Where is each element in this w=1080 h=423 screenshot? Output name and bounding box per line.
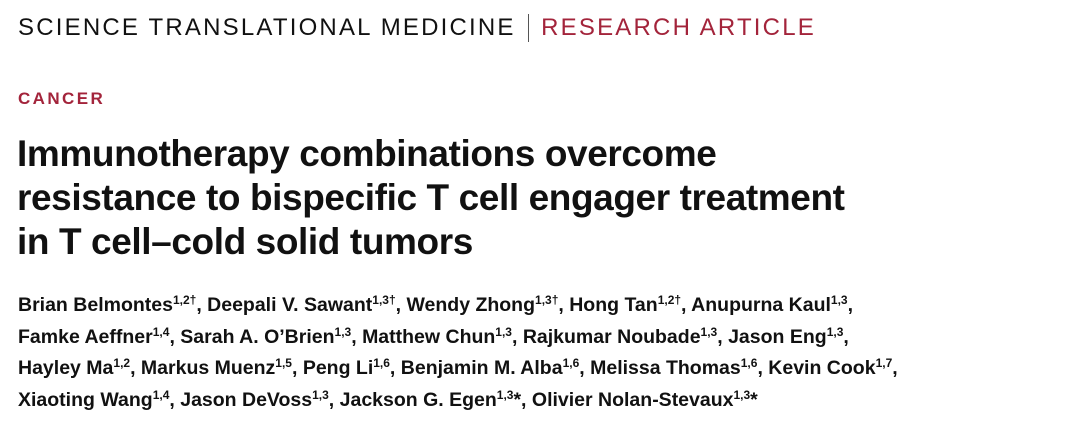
- affiliation: 1,3: [496, 387, 514, 402]
- author-name: Rajkumar Noubade: [522, 325, 701, 348]
- author-separator: ,: [558, 294, 564, 316]
- author: Wendy Zhong1,3†,: [406, 294, 569, 316]
- affiliation: 1,6: [740, 356, 758, 370]
- author: Markus Muenz1,5,: [141, 357, 303, 379]
- author-separator: ,: [196, 294, 202, 316]
- affiliation: 1,3: [495, 324, 512, 339]
- affiliation: 1,3: [312, 387, 329, 402]
- author-name: Markus Muenz: [140, 357, 276, 379]
- author-line: Xiaoting Wang1,4, Jason DeVoss1,3, Jacks…: [18, 385, 898, 417]
- author-separator: ,: [843, 325, 849, 348]
- author-name: Xiaoting Wang: [18, 388, 153, 411]
- author-separator: ,: [847, 294, 854, 316]
- author: Jason Eng1,3,: [728, 326, 849, 348]
- author: Rajkumar Noubade1,3,: [523, 326, 728, 348]
- affiliation: 1,2†: [172, 293, 197, 307]
- author: Jason DeVoss1,3,: [180, 389, 339, 411]
- author-separator: ,: [681, 294, 687, 316]
- author-name: Jason DeVoss: [180, 388, 313, 411]
- title-line: resistance to bispecific T cell engager …: [17, 177, 845, 218]
- article-type: RESEARCH ARTICLE: [541, 14, 816, 41]
- author: Melissa Thomas1,6,: [590, 357, 768, 379]
- author: Famke Aeffner1,4,: [18, 326, 180, 348]
- category: CANCER: [18, 89, 106, 108]
- affiliation: 1,4: [152, 324, 170, 339]
- author-name: Jason Eng: [728, 325, 827, 348]
- affiliation: 1,6: [562, 356, 580, 370]
- author: Matthew Chun1,3,: [362, 326, 523, 348]
- title-line: Immunotherapy combinations overcome: [17, 133, 717, 174]
- author-line: Hayley Ma1,2, Markus Muenz1,5, Peng Li1,…: [18, 353, 898, 385]
- author-separator: ,: [395, 294, 402, 316]
- author: Benjamin M. Alba1,6,: [401, 357, 590, 379]
- author: Hong Tan1,2†,: [569, 294, 691, 316]
- author-name: Hong Tan: [569, 294, 658, 316]
- affiliation: 1,3†: [535, 293, 559, 307]
- author-name: Peng Li: [302, 357, 374, 379]
- author: Olivier Nolan-Stevaux1,3*: [532, 389, 758, 411]
- author-name: Famke Aeffner: [18, 325, 153, 348]
- author-name: Brian Belmontes: [18, 294, 173, 316]
- author-separator: ,: [328, 388, 335, 411]
- affiliation: 1,3: [826, 324, 844, 339]
- affiliation: 1,7: [875, 356, 893, 370]
- author: Jackson G. Egen1,3*,: [340, 389, 532, 411]
- affiliation: 1,5: [275, 356, 292, 370]
- header-divider: [527, 14, 530, 42]
- author-name: Matthew Chun: [362, 325, 496, 348]
- author-line: Famke Aeffner1,4, Sarah A. O’Brien1,3, M…: [18, 322, 898, 354]
- author-name: Olivier Nolan-Stevaux: [531, 388, 734, 411]
- affiliation: 1,3: [334, 324, 352, 339]
- author: Hayley Ma1,2,: [18, 357, 141, 379]
- author: Peng Li1,6,: [303, 357, 401, 379]
- author: Kevin Cook1,7,: [768, 357, 897, 379]
- author-name: Kevin Cook: [768, 357, 876, 379]
- author-name: Benjamin M. Alba: [400, 357, 563, 379]
- author-separator: ,: [389, 357, 396, 379]
- author-separator: ,: [169, 325, 175, 348]
- author-separator: *,: [513, 388, 527, 411]
- title-line: in T cell–cold solid tumors: [17, 221, 473, 262]
- author-list: Brian Belmontes1,2†, Deepali V. Sawant1,…: [18, 290, 898, 416]
- author-name: Deepali V. Sawant: [207, 294, 373, 316]
- author: Xiaoting Wang1,4,: [18, 389, 180, 411]
- affiliation: 1,4: [152, 387, 170, 402]
- author-separator: ,: [579, 357, 585, 379]
- affiliation: 1,6: [373, 356, 390, 370]
- author-name: Wendy Zhong: [406, 294, 536, 316]
- journal-name: SCIENCE TRANSLATIONAL MEDICINE: [18, 14, 516, 41]
- affiliation: 1,3: [733, 387, 751, 402]
- author-separator: ,: [130, 357, 136, 379]
- affiliation: 1,3: [830, 293, 848, 307]
- author-separator: ,: [291, 357, 298, 379]
- author: Sarah A. O’Brien1,3,: [180, 326, 362, 348]
- author-name: Hayley Ma: [18, 357, 114, 379]
- header: SCIENCE TRANSLATIONAL MEDICINE RESEARCH …: [18, 14, 816, 42]
- affiliation: 1,2: [113, 356, 131, 370]
- author-separator: ,: [892, 357, 898, 379]
- author-separator: ,: [757, 357, 763, 379]
- author-name: Melissa Thomas: [590, 357, 741, 379]
- author-name: Jackson G. Egen: [339, 388, 497, 411]
- affiliation: 1,2†: [657, 293, 682, 307]
- author-separator: ,: [717, 325, 723, 348]
- author: Brian Belmontes1,2†,: [18, 294, 207, 316]
- article-title: Immunotherapy combinations overcome resis…: [17, 132, 845, 264]
- author-separator: ,: [351, 325, 357, 348]
- author: Deepali V. Sawant1,3†,: [207, 294, 406, 316]
- author-name: Sarah A. O’Brien: [180, 325, 335, 348]
- author-name: Anupurna Kaul: [691, 294, 831, 316]
- author-separator: ,: [511, 325, 518, 348]
- author: Anupurna Kaul1,3,: [691, 294, 853, 316]
- author-separator: ,: [169, 388, 175, 411]
- affiliation: 1,3: [700, 324, 718, 339]
- author-separator: *: [750, 388, 758, 411]
- author-line: Brian Belmontes1,2†, Deepali V. Sawant1,…: [18, 290, 898, 322]
- affiliation: 1,3†: [372, 293, 396, 307]
